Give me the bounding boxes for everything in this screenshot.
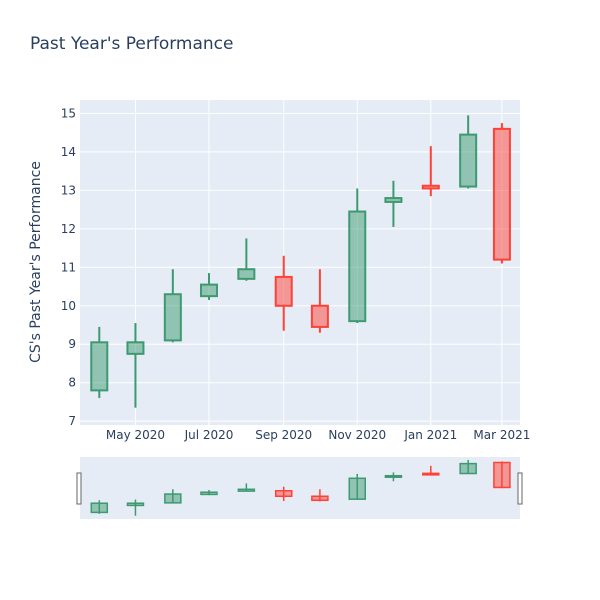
y-tick-label: 12 [61, 222, 76, 236]
candle-body [384, 197, 403, 203]
rangeslider-handle-right[interactable] [517, 472, 523, 505]
mini-candle [126, 499, 145, 516]
y-axis-ticks: 7 8 9 10 11 12 13 14 15 [61, 106, 76, 428]
mini-candle-body [200, 491, 218, 496]
mini-candle [348, 473, 367, 500]
mini-candle [200, 490, 218, 496]
mini-candle-body [126, 502, 145, 507]
grid-lines [80, 100, 520, 425]
mini-candle-body [459, 462, 477, 475]
y-tick-label: 10 [61, 299, 76, 313]
mini-candle-body [311, 495, 329, 502]
x-axis-ticks: May 2020 Jul 2020 Sep 2020 Nov 2020 Jan 2021… [106, 428, 531, 442]
mini-candle [422, 465, 440, 476]
rangeslider-background[interactable] [80, 457, 520, 519]
x-tick-label: Jan 2021 [403, 428, 457, 442]
candle-increasing[interactable] [199, 273, 218, 300]
candle-increasing[interactable] [384, 180, 403, 227]
mini-candle [493, 461, 511, 489]
rangeslider-candles [90, 459, 511, 516]
candle-body [348, 210, 367, 323]
y-axis-label: CS's Past Year's Performance [28, 161, 44, 363]
mini-candle-body [348, 477, 367, 500]
x-tick-label: Nov 2020 [328, 428, 386, 442]
candle-increasing[interactable] [348, 188, 367, 324]
y-tick-label: 11 [61, 260, 76, 274]
candle-decreasing[interactable] [274, 255, 293, 331]
candle-body [459, 133, 478, 188]
mini-candle [384, 472, 403, 482]
candles[interactable] [90, 115, 511, 408]
mini-candle-body [422, 472, 440, 476]
mini-candle-body [164, 493, 182, 504]
plot-area [80, 100, 520, 425]
mini-candle-body [274, 490, 293, 498]
y-tick-label: 13 [61, 183, 76, 197]
candle-body [126, 341, 145, 355]
candle-increasing[interactable] [163, 269, 182, 343]
candle-body [274, 275, 293, 307]
candle-increasing[interactable] [126, 323, 145, 408]
mini-candle-body [90, 502, 109, 514]
mini-candle-body [237, 488, 256, 492]
mini-candle [237, 483, 256, 492]
mini-candle [311, 489, 329, 502]
mini-candle [164, 489, 182, 504]
mini-candle [274, 486, 293, 502]
candle-decreasing[interactable] [310, 269, 329, 333]
x-tick-label: Sep 2020 [255, 428, 312, 442]
candle-body [163, 293, 182, 342]
candle-body [237, 268, 256, 280]
x-tick-label: Jul 2020 [184, 428, 234, 442]
candle-body [310, 304, 329, 328]
candle-decreasing[interactable] [421, 146, 440, 197]
y-tick-label: 9 [68, 337, 76, 351]
candle-body [90, 341, 109, 392]
candle-decreasing[interactable] [492, 123, 511, 264]
candle-body [199, 283, 218, 298]
candle-increasing[interactable] [90, 326, 109, 399]
candle-body [421, 184, 440, 190]
mini-candle-body [384, 474, 403, 478]
mini-candle-body [493, 461, 511, 489]
rangeslider-handle-left[interactable] [76, 472, 82, 505]
mini-candle [459, 459, 477, 475]
chart-title: Past Year's Performance [30, 34, 234, 54]
y-tick-label: 15 [61, 106, 76, 120]
y-tick-label: 14 [61, 145, 76, 159]
mini-candle [90, 500, 109, 514]
candle-increasing[interactable] [237, 238, 256, 281]
candle-increasing[interactable] [459, 115, 478, 189]
y-tick-label: 8 [68, 376, 76, 390]
x-tick-label: Mar 2021 [473, 428, 530, 442]
x-tick-label: May 2020 [106, 428, 165, 442]
y-tick-label: 7 [68, 414, 76, 428]
candle-body [492, 127, 511, 261]
